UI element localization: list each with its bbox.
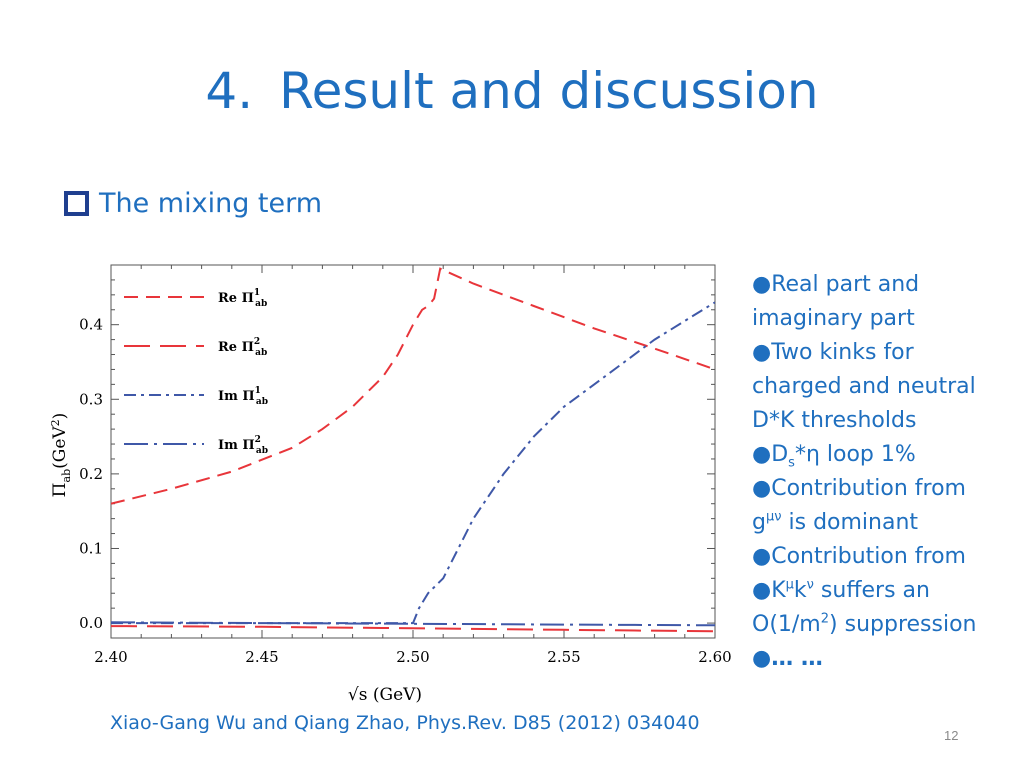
subheading: The mixing term <box>64 188 322 219</box>
bullet-continuation: D*K thresholds <box>752 408 917 433</box>
y-tick-label: 0.2 <box>79 465 103 483</box>
page-number: 12 <box>944 728 959 743</box>
bullet-dot-icon: ● <box>752 272 772 297</box>
series-line-2 <box>111 625 715 633</box>
bullet-dot-icon: ● <box>752 442 772 467</box>
series-lines <box>111 267 715 633</box>
bullet-item: ●Contribution from <box>752 544 966 569</box>
legend: Re Π1 ab Re Π2 ab Im Π1 ab Im Π2 ab <box>124 288 268 456</box>
checkbox-bullet-icon <box>64 191 89 216</box>
y-label-close: ) <box>50 413 70 420</box>
title-text: Result and discussion <box>279 62 819 120</box>
bullet-dot-icon: ● <box>752 578 772 603</box>
bullet-item: ●… … <box>752 646 823 671</box>
bullet-dot-icon: ● <box>752 340 772 365</box>
bullet-dot-icon: ● <box>752 646 772 671</box>
series-line-4 <box>111 621 715 627</box>
y-label-main: Π <box>50 482 70 497</box>
x-axis-ticks: 2.40 2.45 2.50 2.55 2.60 <box>94 265 732 666</box>
x-tick-label: 2.45 <box>245 648 278 666</box>
y-label-sub: ab <box>60 469 73 483</box>
y-tick-label: 0.1 <box>79 539 103 557</box>
bullet-continuation: charged and neutral <box>752 374 976 399</box>
series-line-1 <box>111 267 715 505</box>
bullet-continuation: imaginary part <box>752 306 915 331</box>
bullet-item: ●Contribution from <box>752 476 966 501</box>
x-tick-label: 2.40 <box>94 648 127 666</box>
series-line-3 <box>111 301 715 625</box>
plot-frame <box>110 264 716 639</box>
bullet-item: ●Real part and <box>752 272 920 297</box>
bullet-item: ●Kμkν suffers an <box>752 577 930 603</box>
bullet-dot-icon: ● <box>752 544 772 569</box>
legend-entry: Im Π2 ab <box>218 435 268 456</box>
bullet-dot-icon: ● <box>752 476 772 501</box>
mixing-term-chart: 2.40 2.45 2.50 2.55 2.60 0.0 0.1 0.2 0.3 0.4 Re … <box>49 264 732 705</box>
legend-entry: Re Π2 ab <box>218 337 267 358</box>
legend-entry: Im Π1 ab <box>218 386 268 407</box>
y-tick-label: 0.4 <box>79 316 103 334</box>
bullet-item: ●Two kinks for <box>752 340 914 365</box>
section-number: 4. <box>205 62 254 120</box>
bullet-item: ●Ds*η loop 1% <box>752 442 916 471</box>
subheading-text: The mixing term <box>99 188 323 219</box>
x-axis-label: √s (GeV) <box>348 685 422 705</box>
x-tick-label: 2.55 <box>547 648 580 666</box>
svg-text:Πab(GeV2): Πab(GeV2) <box>49 413 73 498</box>
y-label-unit: (GeV <box>50 426 70 469</box>
x-tick-label: 2.50 <box>396 648 429 666</box>
slide-title: 4. Result and discussion <box>0 62 1024 120</box>
bullet-continuation: gμν is dominant <box>752 509 919 535</box>
bullet-list: ●Real part and imaginary part ●Two kinks… <box>752 268 1020 676</box>
legend-entry: Re Π1 ab <box>218 288 267 309</box>
y-tick-label: 0.3 <box>79 390 103 408</box>
bullet-continuation: O(1/m2) suppression <box>752 611 977 637</box>
y-label-sup: 2 <box>49 419 62 426</box>
y-axis-ticks: 0.0 0.1 0.2 0.3 0.4 <box>79 264 715 639</box>
citation: Xiao-Gang Wu and Qiang Zhao, Phys.Rev. D… <box>110 712 700 734</box>
y-axis-label: Πab(GeV2) <box>49 413 73 498</box>
x-tick-label: 2.60 <box>698 648 731 666</box>
y-tick-label: 0.0 <box>79 614 103 632</box>
